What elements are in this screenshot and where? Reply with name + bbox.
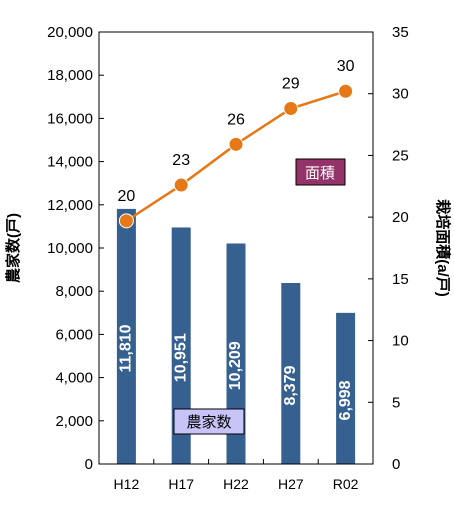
legend-bar-box [173,408,245,435]
line-value-labels: 20 23 26 29 30 [118,58,355,205]
line-point-h12 [118,213,134,229]
bar-value-label: 8,379 [282,365,299,405]
legend-bar: 農家数 [173,408,245,435]
left-axis-title: 農家数(戸) [4,213,22,283]
line-value-label: 20 [118,188,136,205]
left-tick-label: 12,000 [47,197,93,214]
legend-bar-label: 農家数 [186,414,231,431]
left-tick-label: 0 [85,456,93,473]
left-tick-label: 6,000 [55,326,93,343]
x-tick-label-h12: H12 [114,476,140,492]
bar-r02 [336,312,356,464]
x-tick-label-h27: H27 [278,476,304,492]
left-tick-label: 10,000 [47,240,93,257]
x-tick-label-r02: R02 [333,476,359,492]
right-axis-title: 栽培面積(a/戸) [434,199,452,297]
line-point-h22 [228,136,244,152]
left-axis-ticks: 0 2,000 4,000 6,000 8,000 10,000 12,000 14,000 1… [47,24,104,473]
line-point-h17 [173,177,189,193]
left-tick-label: 8,000 [55,283,93,300]
right-tick-label: 35 [392,24,409,41]
line-point-h27 [283,101,299,117]
right-tick-label: 20 [392,209,409,226]
line-value-label: 29 [282,76,300,93]
line-point-r02 [338,83,354,99]
right-axis-ticks: 0 5 10 15 20 25 30 35 [368,24,409,473]
bar-value-labels: 11,810 10,951 10,209 8,379 6,998 [118,324,354,420]
right-tick-label: 10 [392,333,409,350]
right-tick-label: 30 [392,86,409,103]
legend-line-box [295,158,346,186]
right-tick-label: 5 [392,394,400,411]
bar-value-label: 11,810 [118,324,135,372]
bar-h27 [281,283,301,464]
bar-value-label: 10,951 [172,333,189,382]
x-axis-tick-labels: H12 H17 H22 H27 R02 [114,459,359,492]
right-tick-label: 25 [392,147,409,164]
bar-value-label: 10,209 [227,341,244,390]
bar-value-label: 6,998 [337,380,354,420]
right-tick-label: 15 [392,271,409,288]
bar-h12 [116,208,136,464]
left-tick-label: 20,000 [47,24,93,41]
line-value-label: 30 [337,58,355,75]
line-value-label: 23 [172,152,190,169]
left-tick-label: 18,000 [47,67,93,84]
left-tick-label: 2,000 [55,413,93,430]
legend-line: 面積 [295,158,346,186]
left-tick-label: 14,000 [47,154,93,171]
left-tick-label: 4,000 [55,370,93,387]
right-tick-label: 0 [392,456,400,473]
bar-h17 [171,227,191,464]
x-tick-label-h17: H17 [168,476,194,492]
x-tick-label-h22: H22 [223,476,249,492]
line-series [118,83,354,229]
legend-line-label: 面積 [305,165,335,182]
line-value-label: 26 [227,111,245,128]
left-tick-label: 16,000 [47,110,93,127]
